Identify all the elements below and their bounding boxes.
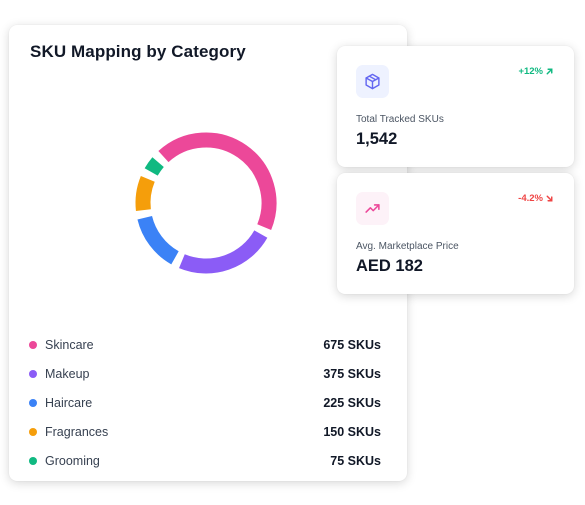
legend-label: Fragrances (45, 424, 109, 439)
donut-segment-fragrances (135, 176, 155, 211)
legend-value: 150 SKUs (323, 424, 381, 439)
legend-label: Grooming (45, 453, 100, 468)
legend-dot (29, 398, 37, 407)
stat-value: 1,542 (356, 130, 398, 148)
legend-item-grooming: Grooming 75 SKUs (29, 446, 381, 475)
legend-item-skincare: Skincare 675 SKUs (29, 330, 381, 359)
legend-value: 675 SKUs (323, 337, 381, 352)
legend-value: 75 SKUs (330, 453, 381, 468)
category-legend: Skincare 675 SKUs Makeup 375 SKUs Hairca… (29, 330, 381, 475)
legend-label: Makeup (45, 366, 90, 381)
legend-value: 225 SKUs (323, 395, 381, 410)
trending-up-icon (356, 192, 389, 225)
change-value: +12% (518, 66, 543, 77)
donut-segment-haircare (137, 215, 179, 265)
avg-marketplace-price-card: -4.2% Avg. Marketplace Price AED 182 (337, 173, 574, 294)
card-title: SKU Mapping by Category (30, 42, 246, 61)
stat-change: +12% (518, 66, 554, 77)
stat-label: Avg. Marketplace Price (356, 241, 459, 252)
arrow-up-right-icon (546, 68, 553, 75)
legend-label: Haircare (45, 395, 93, 410)
legend-label: Skincare (45, 337, 94, 352)
legend-item-makeup: Makeup 375 SKUs (29, 359, 381, 388)
donut-segment-skincare (158, 132, 277, 230)
legend-dot (29, 456, 37, 465)
legend-dot (29, 369, 37, 378)
legend-item-haircare: Haircare 225 SKUs (29, 388, 381, 417)
donut-segment-makeup (179, 230, 268, 274)
stat-value: AED 182 (356, 257, 423, 275)
stat-change: -4.2% (518, 193, 554, 204)
category-donut-chart (135, 132, 277, 274)
legend-item-fragrances: Fragrances 150 SKUs (29, 417, 381, 446)
legend-dot (29, 340, 37, 349)
donut-segment-grooming (144, 157, 164, 176)
legend-dot (29, 427, 37, 436)
total-tracked-skus-card: +12% Total Tracked SKUs 1,542 (337, 46, 574, 167)
change-value: -4.2% (518, 193, 543, 204)
arrow-down-right-icon (546, 195, 553, 202)
stat-label: Total Tracked SKUs (356, 114, 444, 125)
legend-value: 375 SKUs (323, 366, 381, 381)
box-icon (356, 65, 389, 98)
